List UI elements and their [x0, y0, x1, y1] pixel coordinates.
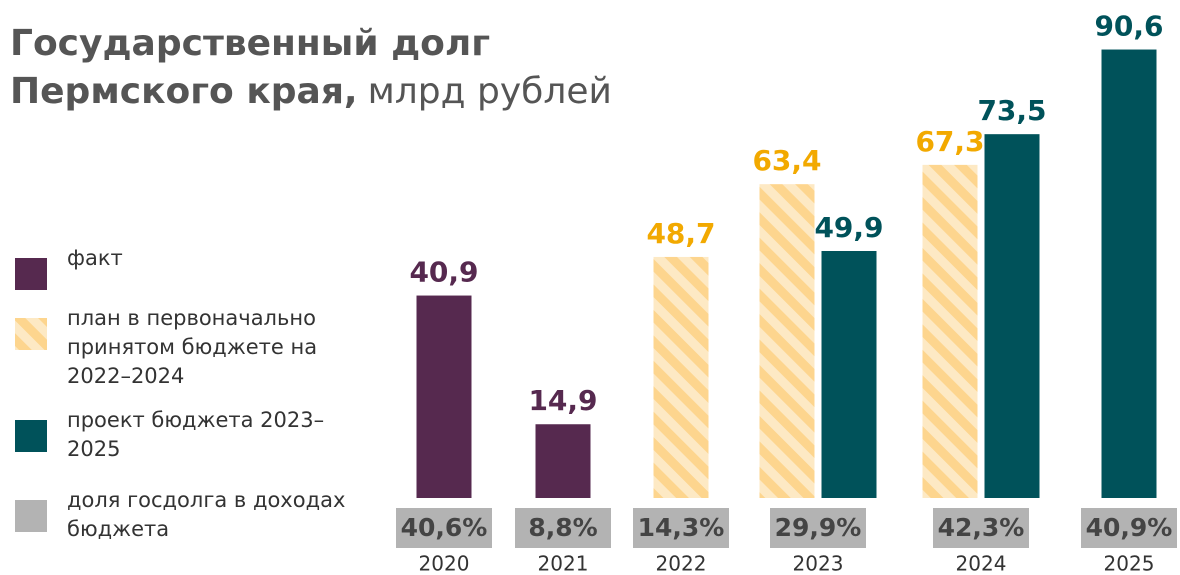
value-label: 63,4 — [752, 144, 821, 177]
value-label: 73,5 — [977, 94, 1046, 127]
value-label: 90,6 — [1094, 10, 1163, 43]
bar — [984, 134, 1040, 499]
chart-title: Пермского края, — [10, 71, 358, 112]
share-box — [633, 508, 729, 548]
bar — [759, 184, 815, 499]
legend-swatch — [15, 500, 47, 532]
value-label: 40,9 — [409, 256, 478, 289]
legend-swatch — [15, 318, 47, 350]
legend-label: проект бюджета 2023–2025 — [67, 408, 325, 461]
share-label: 40,9% — [1086, 513, 1173, 542]
share-box — [770, 508, 866, 548]
x-tick-label: 2020 — [419, 552, 470, 575]
x-tick-label: 2024 — [956, 552, 1007, 575]
legend-label: доля госдолга в доходах бюджета — [67, 488, 346, 541]
bar — [821, 250, 877, 498]
chart-title: Пермского края, млрд рублей — [10, 71, 612, 112]
x-tick-label: 2021 — [538, 552, 589, 575]
value-label: 67,3 — [915, 125, 984, 158]
share-box — [396, 508, 492, 548]
share-label: 29,9% — [775, 513, 862, 542]
share-label: 42,3% — [938, 513, 1025, 542]
x-tick-label: 2022 — [656, 552, 707, 575]
unit: млрд рублей — [368, 71, 612, 112]
bar — [653, 256, 709, 498]
share-box — [515, 508, 611, 548]
x-tick-label: 2025 — [1104, 552, 1155, 575]
bar — [1101, 49, 1157, 498]
legend-swatch — [15, 420, 47, 452]
bar — [416, 295, 472, 498]
share-box — [933, 508, 1029, 548]
share-label: 14,3% — [638, 513, 725, 542]
legend-label: факт — [67, 246, 123, 270]
value-label: 49,9 — [814, 211, 883, 244]
chart-title: Государственный долг — [10, 23, 490, 64]
bar — [535, 424, 591, 498]
legend-label: план в первоначально принятом бюджете на… — [67, 306, 318, 388]
share-box — [1081, 508, 1177, 548]
value-label: 48,7 — [646, 217, 715, 250]
share-label: 40,6% — [401, 513, 488, 542]
x-tick-label: 2023 — [793, 552, 844, 575]
value-label: 14,9 — [528, 384, 597, 417]
bar — [922, 164, 978, 499]
share-label: 8,8% — [528, 513, 597, 542]
legend-swatch — [15, 258, 47, 290]
